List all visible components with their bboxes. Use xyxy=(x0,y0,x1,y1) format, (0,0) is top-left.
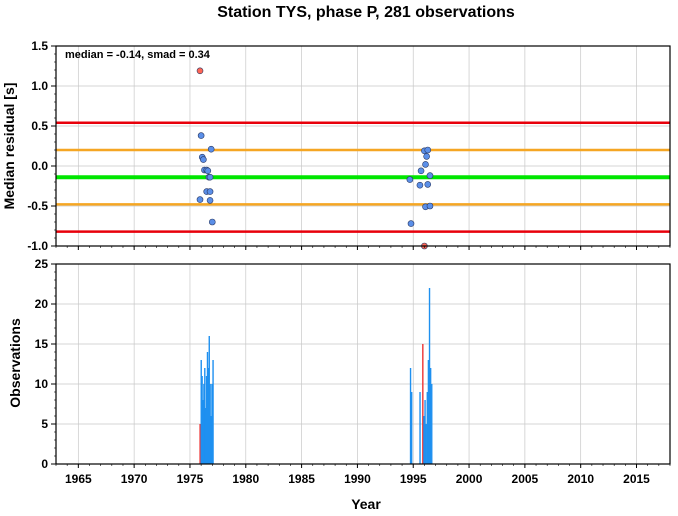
x-tick-label: 1970 xyxy=(121,472,148,486)
x-tick-label: 1985 xyxy=(288,472,315,486)
residual-point xyxy=(422,161,429,168)
residual-point xyxy=(206,197,214,204)
bottom-y-tick-label: 15 xyxy=(35,337,49,351)
observation-bar xyxy=(427,360,430,464)
residual-point xyxy=(204,167,212,175)
observation-bar xyxy=(210,416,212,464)
observation-bars xyxy=(199,288,433,464)
bottom-y-tick-label: 20 xyxy=(35,297,49,311)
x-tick-label: 2010 xyxy=(567,472,594,486)
tick-labels: 1965 1970 1975 1980 1985 1990 1995 2000 2005 2010… xyxy=(27,39,650,486)
residual-point xyxy=(423,153,430,160)
top-y-tick-label: 1.0 xyxy=(31,79,48,93)
observation-bar xyxy=(212,360,214,464)
reference-lines xyxy=(56,121,670,233)
residual-point xyxy=(208,218,216,226)
observation-bar xyxy=(425,424,427,464)
top-y-tick-label: 0.0 xyxy=(31,159,48,173)
observation-bar xyxy=(426,392,428,464)
observation-bar xyxy=(211,384,213,464)
x-axis-label: Year xyxy=(351,496,381,511)
bottom-y-axis-label: Observations xyxy=(7,318,23,408)
x-tick-label: 1980 xyxy=(232,472,259,486)
bottom-y-tick-label: 25 xyxy=(35,257,49,271)
observation-bar xyxy=(409,368,412,464)
top-y-tick-label: 1.5 xyxy=(31,39,48,53)
top-y-tick-label: -1.0 xyxy=(27,239,48,253)
bottom-y-tick-label: 0 xyxy=(41,457,48,471)
observation-bar xyxy=(201,376,203,464)
outlier-point xyxy=(196,67,204,75)
residual-point xyxy=(407,220,415,227)
top-y-tick-label: 0.5 xyxy=(31,119,48,133)
bottom-y-tick-label: 10 xyxy=(35,377,49,391)
observation-bar xyxy=(429,368,432,464)
axes xyxy=(51,45,671,468)
residual-point xyxy=(197,132,205,139)
observation-bar xyxy=(428,288,431,464)
bottom-panel-grid xyxy=(56,263,670,465)
x-tick-label: 1995 xyxy=(400,472,427,486)
observation-bar xyxy=(205,376,208,464)
residual-point xyxy=(206,173,214,181)
residual-point xyxy=(426,172,434,179)
observation-bar xyxy=(204,408,207,464)
stats-annotation: median = -0.14, smad = 0.34 xyxy=(65,49,211,61)
residual-point xyxy=(200,156,207,163)
residual-point xyxy=(207,145,215,153)
residual-point xyxy=(426,202,434,210)
x-tick-label: 2005 xyxy=(512,472,539,486)
x-tick-label: 1990 xyxy=(344,472,371,486)
residual-point xyxy=(424,146,432,154)
observation-bar xyxy=(209,384,211,464)
observation-bar xyxy=(199,424,201,464)
residual-point xyxy=(196,196,204,203)
observation-bar xyxy=(423,416,425,464)
x-tick-label: 2000 xyxy=(456,472,483,486)
bottom-panel-frame xyxy=(55,263,671,465)
residual-point xyxy=(416,181,424,189)
residual-points xyxy=(196,67,434,250)
chart-title: Station TYS, phase P, 281 observations xyxy=(217,4,515,21)
observation-bar xyxy=(422,344,424,464)
observation-bar xyxy=(200,360,202,464)
bottom-y-tick-label: 5 xyxy=(41,417,48,431)
observation-bar xyxy=(410,392,413,464)
residual-point xyxy=(417,167,425,175)
observation-bar xyxy=(424,400,426,464)
residual-point xyxy=(206,188,214,195)
observation-bar xyxy=(204,368,206,464)
x-tick-label: 1965 xyxy=(65,472,92,486)
residual-point xyxy=(406,176,414,183)
top-y-tick-label: -0.5 xyxy=(27,199,48,213)
observation-bar xyxy=(419,392,421,464)
observation-bar xyxy=(203,384,205,464)
observation-bar xyxy=(207,368,210,464)
top-panel-frame xyxy=(55,45,671,247)
top-y-axis-label: Median residual [s] xyxy=(1,83,17,210)
observation-bar xyxy=(208,336,210,464)
residual-point xyxy=(424,181,432,188)
observation-bar xyxy=(202,400,204,464)
x-tick-label: 2015 xyxy=(623,472,650,486)
x-tick-label: 1975 xyxy=(177,472,204,486)
observation-bar xyxy=(431,384,433,464)
observation-bar xyxy=(206,352,209,464)
top-panel-grid xyxy=(56,45,670,247)
